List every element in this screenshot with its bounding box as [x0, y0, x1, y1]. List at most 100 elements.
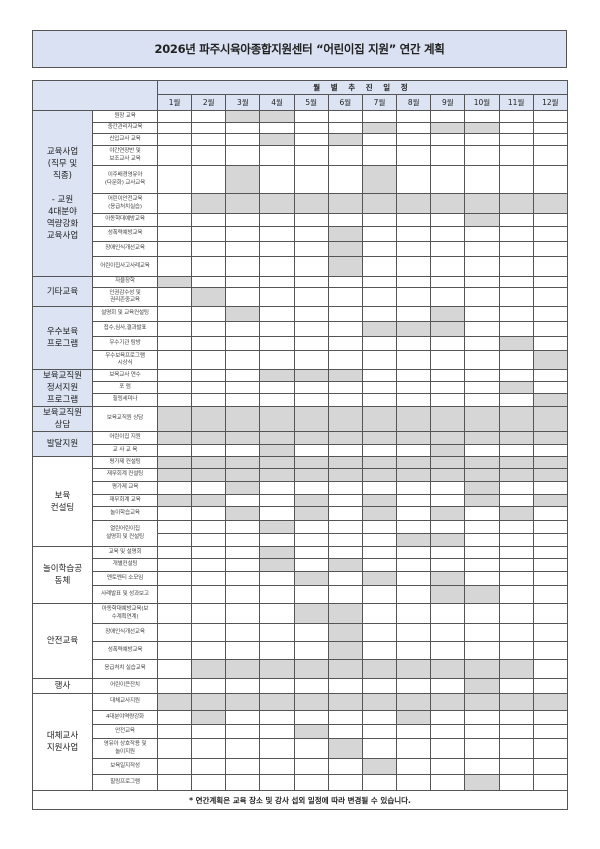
empty-cell-month-5 — [293, 256, 329, 277]
empty-cell-month-1 — [156, 444, 193, 457]
empty-cell-month-8 — [396, 738, 432, 759]
empty-cell-month-12 — [532, 213, 568, 227]
empty-cell-month-7 — [361, 641, 398, 660]
scheduled-cell-month-6 — [327, 468, 363, 482]
empty-cell-month-6 — [327, 758, 363, 775]
program-label: 아동학대예방교육 — [92, 213, 158, 227]
empty-cell-month-9 — [430, 758, 466, 775]
empty-cell-month-6 — [327, 546, 363, 559]
empty-cell-month-8 — [396, 506, 432, 521]
empty-cell-month-1 — [156, 678, 193, 694]
empty-cell-month-5 — [293, 241, 329, 257]
empty-cell-month-12 — [532, 336, 568, 351]
table-row: 보육일지작성 — [33, 758, 568, 775]
scheduled-cell-month-6 — [327, 738, 363, 759]
program-label: 안전교육 — [92, 724, 158, 739]
empty-cell-month-3 — [225, 133, 261, 146]
empty-cell-month-1 — [156, 738, 193, 759]
empty-cell-month-1 — [156, 659, 193, 679]
scheduled-cell-month-11 — [498, 659, 534, 679]
scheduled-cell-month-2 — [191, 494, 227, 507]
scheduled-cell-month-11 — [498, 456, 534, 469]
empty-cell-month-7 — [361, 110, 398, 123]
empty-cell-month-8 — [396, 520, 432, 534]
empty-cell-month-10 — [464, 133, 500, 146]
empty-cell-month-1 — [156, 321, 193, 337]
empty-cell-month-5 — [293, 393, 329, 407]
empty-cell-month-9 — [430, 350, 466, 370]
empty-cell-month-8 — [396, 287, 432, 307]
empty-cell-month-3 — [225, 571, 261, 586]
scheduled-cell-month-2 — [191, 693, 227, 711]
empty-cell-month-1 — [156, 133, 193, 146]
empty-cell-month-5 — [293, 306, 329, 322]
program-label: 교 사 교 육 — [92, 444, 158, 457]
program-label: 4대분야역량강화 — [92, 710, 158, 725]
empty-cell-month-6 — [327, 276, 363, 288]
scheduled-cell-month-7 — [361, 468, 398, 482]
scheduled-cell-month-5 — [293, 369, 329, 382]
empty-cell-month-1 — [156, 710, 193, 725]
empty-cell-month-9 — [430, 145, 466, 166]
empty-cell-month-7 — [361, 276, 398, 288]
empty-cell-month-3 — [225, 641, 261, 660]
program-label: 어린이안전교육 (응급처치실습) — [92, 193, 158, 214]
scheduled-cell-month-9 — [430, 533, 466, 547]
scheduled-cell-month-12 — [532, 431, 568, 445]
empty-cell-month-11 — [498, 641, 534, 660]
month-header-7: 7월 — [361, 94, 398, 111]
table-row: 성폭력예방교육 — [33, 641, 568, 660]
program-label: 포 럼 — [92, 381, 158, 394]
empty-cell-month-11 — [498, 393, 534, 407]
month-header-2: 2월 — [191, 94, 227, 111]
empty-cell-month-2 — [191, 481, 227, 495]
empty-cell-month-5 — [293, 585, 329, 604]
empty-cell-month-1 — [156, 585, 193, 604]
empty-cell-month-3 — [225, 533, 261, 547]
empty-cell-month-4 — [259, 321, 295, 337]
empty-cell-month-10 — [464, 165, 500, 194]
empty-cell-month-12 — [532, 724, 568, 739]
category-label: 대체교사 지원사업 — [32, 693, 93, 791]
empty-cell-month-6 — [327, 110, 363, 123]
scheduled-cell-month-7 — [361, 165, 398, 194]
scheduled-cell-month-9 — [430, 468, 466, 482]
scheduled-cell-month-9 — [430, 431, 466, 445]
empty-cell-month-7 — [361, 444, 398, 457]
empty-cell-month-4 — [259, 276, 295, 288]
empty-cell-month-3 — [225, 724, 261, 739]
empty-cell-month-12 — [532, 585, 568, 604]
scheduled-cell-month-9 — [430, 193, 466, 214]
empty-cell-month-9 — [430, 623, 466, 642]
empty-cell-month-3 — [225, 145, 261, 166]
scheduled-cell-month-12 — [532, 193, 568, 214]
program-label: 어린이집 지원 — [92, 431, 158, 445]
scheduled-cell-month-7 — [361, 122, 398, 134]
scheduled-cell-month-10 — [464, 659, 500, 679]
empty-cell-month-6 — [327, 774, 363, 791]
table-row: 평가제 교육 — [33, 481, 568, 495]
empty-cell-month-6 — [327, 393, 363, 407]
table-row: 안전교육 아동학대예방교육(보 수계획연계) — [32, 603, 568, 679]
scheduled-cell-month-7 — [361, 406, 398, 432]
empty-cell-month-4 — [259, 758, 295, 775]
scheduled-cell-month-2 — [191, 456, 227, 469]
empty-cell-month-11 — [498, 710, 534, 725]
empty-cell-month-5 — [293, 321, 329, 337]
empty-cell-month-4 — [259, 724, 295, 739]
category-label: 행사 — [32, 678, 93, 694]
empty-cell-month-1 — [156, 306, 193, 322]
empty-cell-month-8 — [396, 678, 432, 694]
table-row: 재무회계 컨설팅 — [33, 468, 568, 482]
empty-cell-month-8 — [396, 336, 432, 351]
table-row: 교 사 교 육 — [33, 444, 568, 457]
table-row: 우수기관 탐방 — [33, 336, 568, 351]
empty-cell-month-2 — [191, 506, 227, 521]
scheduled-cell-month-10 — [464, 122, 500, 134]
empty-cell-month-8 — [396, 133, 432, 146]
table-row: 보육교직원 상담 보육교직원 상담 — [32, 406, 568, 432]
empty-cell-month-8 — [396, 393, 432, 407]
scheduled-cell-month-3 — [225, 193, 261, 214]
scheduled-cell-month-9 — [430, 506, 466, 521]
empty-cell-month-12 — [532, 603, 568, 624]
